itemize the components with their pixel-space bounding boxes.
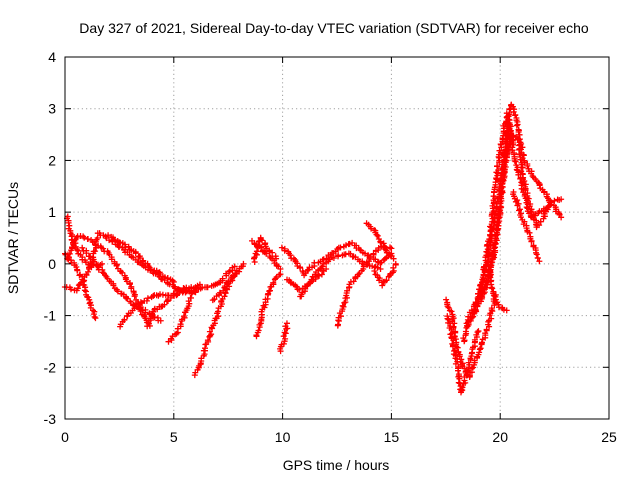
plus-markers	[253, 271, 284, 340]
series-track-16	[277, 320, 291, 355]
x-tick-label: 5	[170, 429, 178, 445]
plus-markers	[64, 233, 153, 329]
series-track-3	[64, 213, 105, 271]
x-tick-label: 10	[275, 429, 291, 445]
plus-markers	[165, 281, 203, 345]
x-tick-label: 15	[384, 429, 400, 445]
plot-frame	[64, 56, 610, 420]
y-tick-label: -2	[44, 359, 57, 375]
series-track-19	[297, 250, 384, 300]
y-tick-label: 0	[48, 256, 56, 272]
y-tick-label: 3	[48, 101, 56, 117]
x-tick-label: 0	[61, 429, 69, 445]
plus-markers	[278, 239, 395, 279]
y-tick-label: 1	[48, 204, 56, 220]
data-marks	[61, 101, 565, 396]
series-track-24	[444, 313, 482, 396]
series-track-9	[144, 284, 199, 330]
series-track-13	[253, 271, 284, 340]
x-tick-label: 25	[601, 429, 617, 445]
plus-markers	[444, 313, 482, 396]
plus-markers	[277, 320, 291, 355]
chart-title: Day 327 of 2021, Sidereal Day-to-day VTE…	[79, 20, 589, 36]
plus-markers	[64, 213, 105, 271]
plus-markers	[371, 260, 399, 289]
plus-markers	[105, 232, 177, 285]
axis-ticks: 0 5 10 15 20 25	[61, 56, 617, 445]
x-tick-label: 20	[492, 429, 508, 445]
y-tick-label: -3	[44, 411, 57, 427]
plus-markers	[470, 110, 517, 320]
series-track-11	[191, 260, 247, 379]
series-track-17	[278, 239, 395, 279]
y-tick-label: -1	[44, 308, 57, 324]
y-tick-label: 2	[48, 152, 56, 168]
y-axis-label: SDTVAR / TECUs	[5, 182, 21, 294]
plus-markers	[484, 249, 510, 314]
plus-markers	[510, 189, 543, 265]
series-track-30	[510, 189, 543, 265]
plus-markers	[363, 220, 397, 262]
x-axis-label: GPS time / hours	[283, 457, 390, 473]
series-track-22	[371, 260, 399, 289]
series-track-20	[334, 243, 395, 329]
plus-markers	[209, 268, 243, 304]
y-tick-label: 4	[48, 49, 56, 65]
series-track-6	[105, 232, 177, 285]
plus-markers	[297, 250, 384, 300]
plus-markers	[334, 243, 395, 329]
series-track-10	[165, 281, 203, 345]
series-track-15	[251, 234, 280, 265]
series-track-21	[363, 220, 397, 262]
plus-markers	[251, 234, 280, 265]
plus-markers	[144, 284, 199, 330]
plus-markers	[191, 260, 247, 379]
grid-lines	[65, 57, 609, 419]
series-track-4	[64, 233, 153, 329]
series-track-12	[209, 268, 243, 304]
series-track-29	[484, 249, 510, 314]
series-track-28	[470, 110, 517, 320]
